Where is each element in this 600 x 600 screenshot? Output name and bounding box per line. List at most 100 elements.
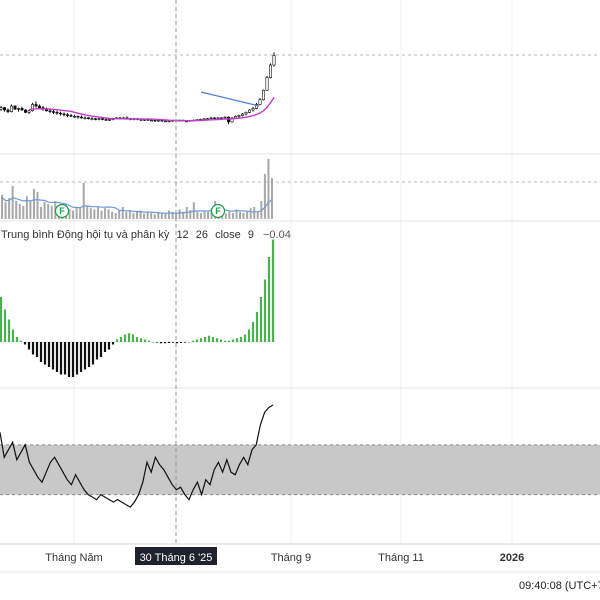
macd-histogram-group (0, 239, 275, 377)
volume-bar (256, 211, 259, 219)
macd-bar (263, 279, 267, 342)
candle-body (153, 119, 157, 122)
volume-bar (36, 192, 39, 219)
volume-bar (178, 209, 181, 219)
volume-bar (182, 211, 185, 219)
earnings-marker-circle (210, 203, 226, 219)
candle-body (20, 108, 24, 111)
volume-bar (242, 213, 245, 219)
volume-bar (29, 201, 32, 219)
macd-bar (75, 342, 79, 375)
candle-body (97, 118, 101, 120)
volume-bar (4, 202, 7, 219)
volume-bar (246, 210, 249, 219)
macd-bar (103, 342, 107, 352)
candle-body (94, 118, 98, 120)
macd-bar (199, 338, 203, 342)
macd-legend[interactable]: Trung bình Động hội tụ và phân kỳ 12 26 … (1, 229, 291, 241)
moving-average-line (28, 97, 275, 122)
volume-bar (50, 205, 53, 219)
volume-bar (22, 205, 25, 219)
volume-bar (271, 178, 273, 219)
macd-bar (55, 342, 59, 372)
time-axis[interactable]: Tháng Năm Tháng 9 Tháng 11 2026 30 Tháng… (0, 543, 600, 565)
volume-bar (72, 210, 75, 219)
candle-body (258, 99, 262, 105)
volume-bar (146, 211, 149, 219)
candle-body (66, 114, 70, 116)
macd-bar (71, 342, 75, 377)
volume-bar (68, 209, 71, 219)
earnings-marker-1[interactable]: F (54, 203, 70, 219)
macd-bar (175, 342, 179, 344)
volume-bar (199, 213, 202, 219)
macd-bar (223, 340, 227, 342)
candle-body (34, 104, 38, 107)
macd-bar (119, 337, 123, 342)
earnings-marker-2[interactable]: F (210, 203, 226, 219)
macd-bar (191, 340, 195, 342)
volume-bar (150, 213, 153, 219)
volume-bar (203, 210, 206, 219)
candle-body (251, 108, 255, 111)
macd-bar (35, 342, 39, 357)
macd-bar (235, 338, 239, 342)
macd-bar (135, 337, 139, 342)
earnings-marker-circle (54, 203, 70, 219)
macd-param-signal: 9 (248, 229, 254, 241)
candle-body (234, 116, 238, 119)
crosshair-date-label: 30 Tháng 6 '25 (140, 552, 213, 564)
macd-bar (251, 322, 255, 342)
macd-bar (123, 334, 127, 342)
clock-readout[interactable]: 09:40:08 (UTC+7 (519, 580, 600, 592)
macd-bar (115, 339, 119, 342)
macd-panel[interactable]: Trung bình Động hội tụ và phân kỳ 12 26 … (0, 229, 291, 377)
volume-bar (25, 196, 28, 219)
volume-bar (86, 205, 89, 219)
volume-bar (175, 213, 178, 219)
macd-bar (195, 339, 199, 342)
macd-bar (0, 297, 3, 342)
volume-bar (164, 213, 167, 219)
macd-bar (247, 329, 251, 342)
macd-bar (19, 340, 23, 342)
x-tick-label-may: Tháng Năm (45, 552, 102, 564)
macd-bar (215, 338, 219, 342)
crosshair-date-badge (135, 547, 217, 565)
trend-line[interactable] (200, 91, 260, 107)
macd-bar (147, 340, 151, 342)
candles-group (0, 52, 276, 125)
volume-bar (93, 209, 96, 219)
oscillator-panel[interactable] (0, 404, 600, 508)
candle-body (272, 55, 276, 66)
volume-bar (160, 213, 163, 219)
macd-bar (219, 339, 223, 342)
candle-body (16, 108, 20, 110)
volume-bar (79, 207, 82, 219)
macd-bar (59, 342, 63, 375)
macd-bar (63, 342, 67, 375)
macd-bar (171, 342, 175, 343)
candle-body (58, 112, 62, 115)
candle-body (202, 118, 206, 120)
volume-bar (249, 208, 252, 219)
candle-body (209, 117, 213, 119)
candle-body (244, 112, 248, 115)
macd-bar (203, 337, 207, 342)
candle-body (37, 105, 41, 108)
volume-bar (132, 213, 135, 219)
volume-bar (18, 204, 21, 219)
price-panel[interactable] (0, 52, 600, 125)
volume-bar (96, 207, 99, 219)
candle-body (27, 110, 31, 113)
macd-bar (207, 335, 211, 342)
macd-bar (39, 342, 43, 362)
volume-bars-group (1, 159, 273, 219)
volume-bar (104, 208, 107, 219)
x-tick-label-2026: 2026 (500, 552, 524, 564)
candle-body (241, 113, 245, 116)
volume-bar (75, 208, 78, 219)
